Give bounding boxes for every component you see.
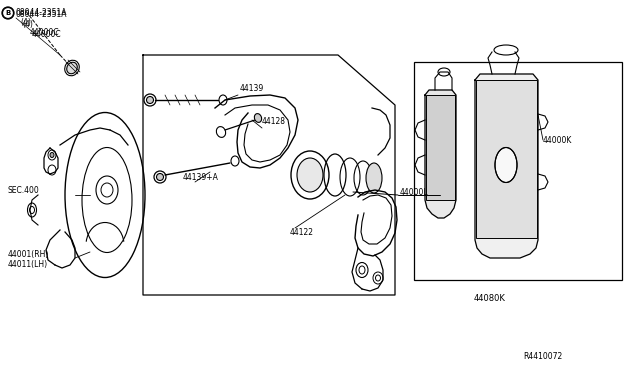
Ellipse shape	[297, 158, 323, 192]
Text: 44000L: 44000L	[400, 187, 429, 196]
Text: B: B	[5, 10, 11, 16]
Text: 44128: 44128	[262, 117, 286, 126]
Text: R4410072: R4410072	[523, 352, 563, 361]
Text: SEC.400: SEC.400	[8, 186, 40, 195]
Text: 44139: 44139	[240, 84, 264, 93]
Ellipse shape	[366, 163, 382, 193]
Text: (4): (4)	[22, 20, 33, 29]
Text: 44139+A: 44139+A	[183, 173, 219, 182]
Ellipse shape	[254, 113, 262, 122]
Ellipse shape	[147, 96, 154, 103]
Text: 44122: 44122	[290, 228, 314, 237]
Text: 08044-2351A: 08044-2351A	[16, 10, 67, 19]
Circle shape	[2, 7, 14, 19]
Text: (4): (4)	[20, 17, 31, 26]
Bar	[476, 80, 537, 238]
Text: B: B	[5, 9, 11, 17]
Text: 44000C: 44000C	[32, 30, 61, 39]
Ellipse shape	[50, 153, 54, 157]
Polygon shape	[425, 90, 456, 218]
Ellipse shape	[67, 62, 77, 74]
Polygon shape	[475, 74, 538, 258]
Bar	[414, 62, 622, 280]
Ellipse shape	[495, 148, 517, 183]
Text: 44080K: 44080K	[474, 294, 506, 303]
Circle shape	[3, 7, 13, 19]
Text: 44011(LH): 44011(LH)	[8, 260, 48, 269]
Text: 08044-2351A: 08044-2351A	[15, 7, 67, 16]
Text: 44001(RH): 44001(RH)	[8, 250, 49, 260]
Text: 44000C: 44000C	[30, 28, 60, 36]
Text: 44000K: 44000K	[543, 135, 572, 144]
Bar	[476, 80, 537, 238]
Ellipse shape	[157, 173, 163, 180]
Bar	[426, 95, 455, 200]
Bar	[426, 95, 455, 200]
